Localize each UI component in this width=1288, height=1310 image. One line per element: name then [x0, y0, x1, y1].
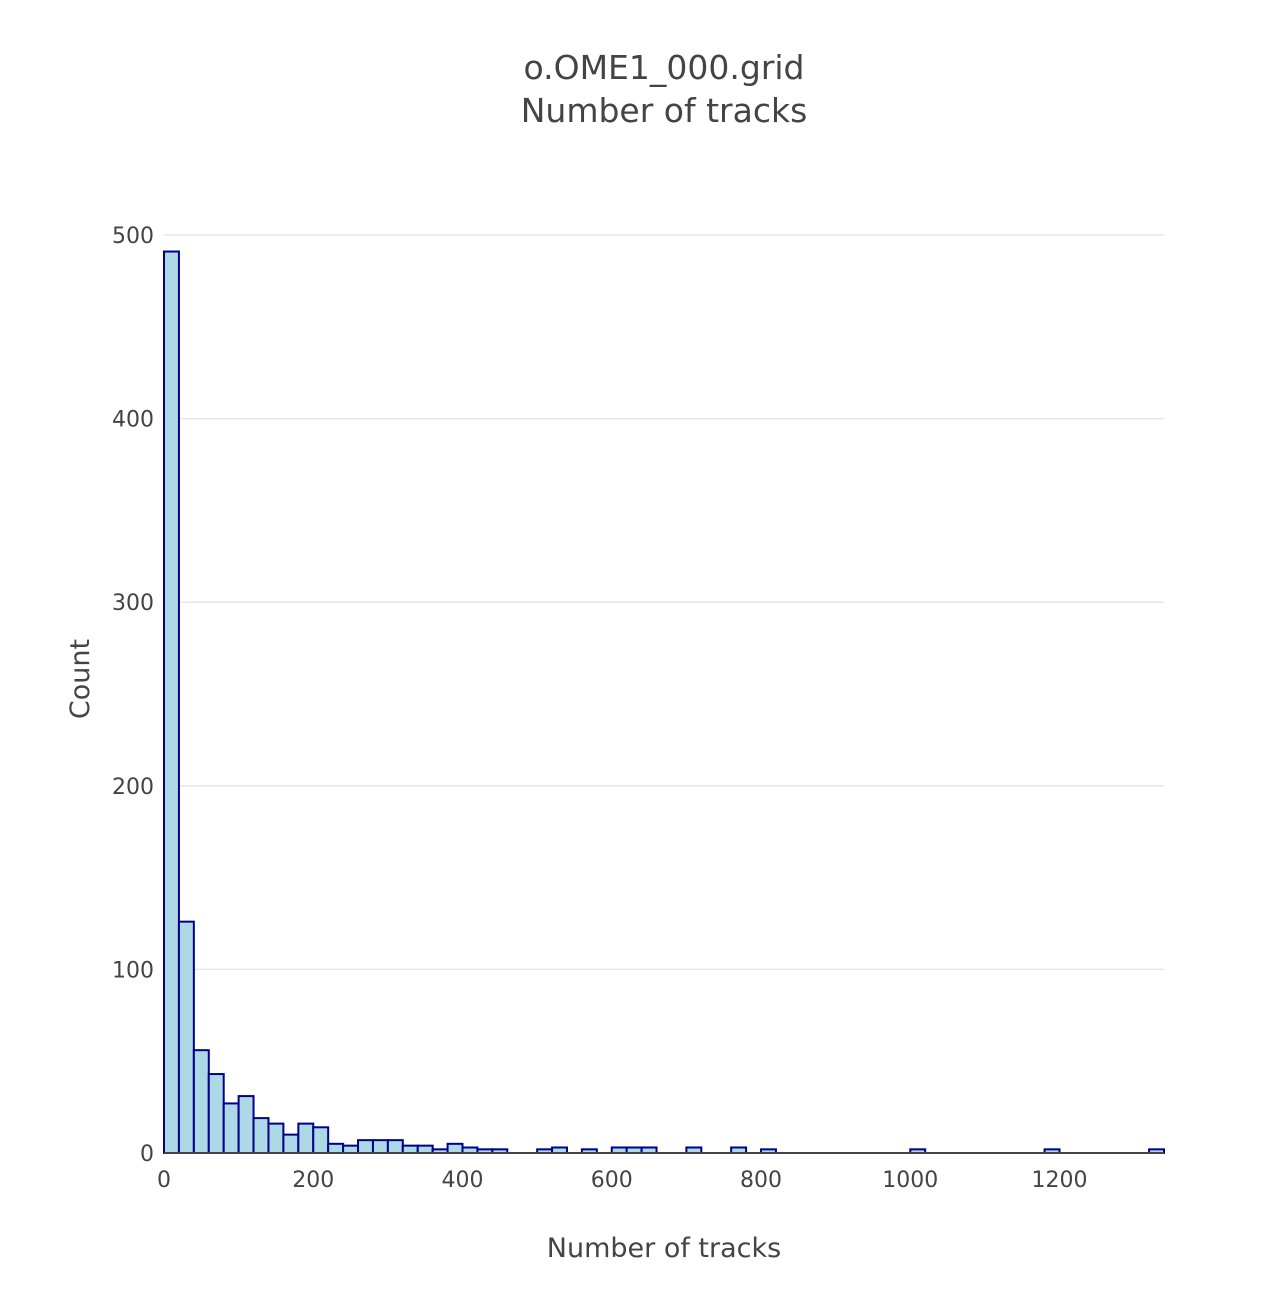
- histogram-bar: [401, 1144, 419, 1155]
- y-tick-label-400: 400: [112, 408, 154, 433]
- histogram-bar: [222, 1102, 240, 1154]
- x-axis-title: Number of tracks: [547, 1233, 781, 1264]
- histogram-bar: [177, 920, 195, 1154]
- chart-title-line2: Number of tracks: [521, 91, 808, 130]
- histogram-bar: [237, 1095, 255, 1154]
- y-tick-label-500: 500: [112, 224, 154, 249]
- histogram-bar: [386, 1139, 404, 1154]
- histogram-bars: [163, 250, 1165, 1155]
- y-tick-label-0: 0: [140, 1142, 154, 1167]
- x-tick-label-400: 400: [442, 1168, 484, 1193]
- x-tick-label-0: 0: [157, 1168, 171, 1193]
- histogram-bar: [342, 1144, 360, 1155]
- histogram-bar: [416, 1144, 434, 1155]
- histogram-bar: [252, 1117, 270, 1154]
- histogram-bar: [163, 250, 180, 1155]
- histogram-bar: [192, 1049, 210, 1154]
- y-tick-label-200: 200: [112, 775, 154, 800]
- axes: 0 100 200 300 400 500 0 200 400 600 800 1000 1200: [112, 224, 1164, 1193]
- x-tick-label-1200: 1200: [1032, 1168, 1088, 1193]
- y-axis-title: Count: [65, 639, 96, 719]
- histogram-bar: [357, 1139, 374, 1154]
- chart-title-line1: o.OME1_000.grid: [524, 48, 805, 87]
- y-tick-label-100: 100: [112, 958, 154, 983]
- x-tick-label-1000: 1000: [882, 1168, 938, 1193]
- histogram-bar: [327, 1142, 345, 1154]
- histogram-bar: [297, 1122, 315, 1155]
- histogram-bar: [312, 1126, 330, 1155]
- y-tick-label-300: 300: [112, 591, 154, 616]
- x-tick-label-200: 200: [292, 1168, 334, 1193]
- histogram-bar: [282, 1133, 300, 1155]
- x-tick-label-600: 600: [591, 1168, 633, 1193]
- x-tick-label-800: 800: [740, 1168, 782, 1193]
- histogram-bar: [446, 1142, 464, 1154]
- histogram-bar: [207, 1073, 225, 1154]
- histogram-bar: [371, 1139, 389, 1154]
- histogram-bar: [267, 1122, 285, 1155]
- y-gridlines: [164, 234, 1164, 971]
